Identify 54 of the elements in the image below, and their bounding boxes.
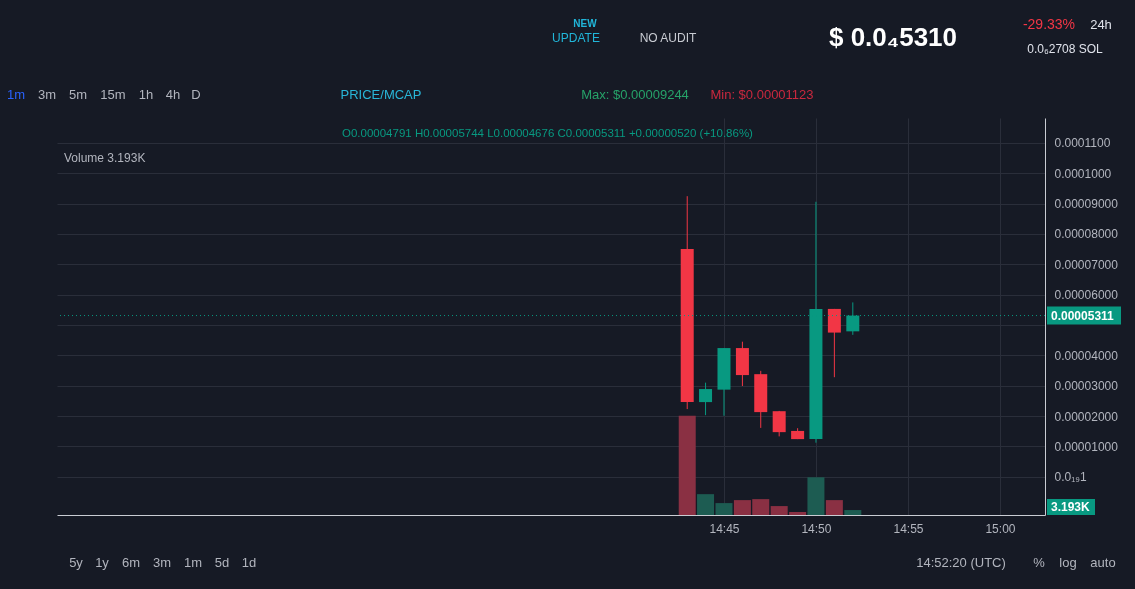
text: 6m: [121, 555, 141, 570]
bar: [807, 477, 825, 515]
bar: [844, 510, 862, 515]
text: 1m: [6, 87, 26, 102]
y-tick-label: 0.00006000: [1054, 288, 1119, 303]
text: 5m: [68, 87, 88, 102]
bar: [825, 500, 843, 515]
text: $ 0.0₄5310: [828, 22, 958, 52]
y-tick-label: 0.00007000: [1054, 257, 1119, 272]
x-tick-label: 14:45: [709, 521, 740, 536]
x-tick-label: 14:55: [893, 521, 924, 536]
text: log: [1059, 555, 1077, 570]
text: 14:52:20 (UTC): [916, 555, 1006, 570]
y-tick-label: 0.00008000: [1054, 227, 1119, 242]
y-tick-label: 0.00003000: [1054, 379, 1119, 394]
text: 5d: [214, 555, 230, 570]
text: 3m: [152, 555, 172, 570]
y-tick-label: 0.00009000: [1054, 197, 1119, 212]
text: Min: $0.00001123: [710, 87, 814, 102]
text: 0.0₆2708 SOL: [1027, 42, 1104, 56]
y-tick-label: 0.00001000: [1054, 439, 1119, 454]
text: 1d: [241, 555, 257, 570]
candlestick: [772, 410, 786, 437]
text: -29.33%: [1022, 16, 1076, 32]
text: NEW: [573, 18, 598, 29]
text: 4h: [165, 87, 181, 102]
text: NO AUDIT: [639, 31, 698, 45]
text: 5y: [69, 555, 84, 570]
text: auto: [1090, 555, 1116, 570]
text: 1y: [95, 555, 110, 570]
annotation: Volume 3.193K: [64, 151, 146, 165]
y-tick-label: 0.00002000: [1054, 409, 1119, 424]
text: 1h: [138, 87, 154, 102]
text: 15m: [100, 87, 126, 102]
candlestick: [699, 382, 713, 416]
text: 3.193K: [1051, 500, 1091, 514]
y-tick-label: 0.0001000: [1054, 166, 1112, 181]
text: UPDATE: [552, 31, 600, 45]
text: 3m: [37, 87, 57, 102]
y-tick-label: 0.0₁₉1: [1054, 470, 1087, 485]
ref-line-label: 0.00005311: [1051, 308, 1115, 323]
text: 24h: [1090, 17, 1112, 32]
text: D: [191, 87, 201, 102]
text: 1m: [183, 555, 203, 570]
candlestick: [827, 308, 841, 378]
text: PRICE/MCAP: [340, 87, 422, 102]
y-tick-label: 0.00004000: [1054, 348, 1119, 363]
text: %: [1033, 555, 1046, 570]
text: Max: $0.00009244: [581, 87, 689, 102]
x-tick-label: 15:00: [985, 521, 1016, 536]
annotation: O0.00004791 H0.00005744 L0.00004676 C0.00005311 +0.00000520 (+10.86%): [342, 127, 754, 139]
y-tick-label: 0.0001100: [1054, 136, 1111, 151]
bar: [678, 415, 696, 515]
x-tick-label: 14:50: [801, 521, 832, 536]
